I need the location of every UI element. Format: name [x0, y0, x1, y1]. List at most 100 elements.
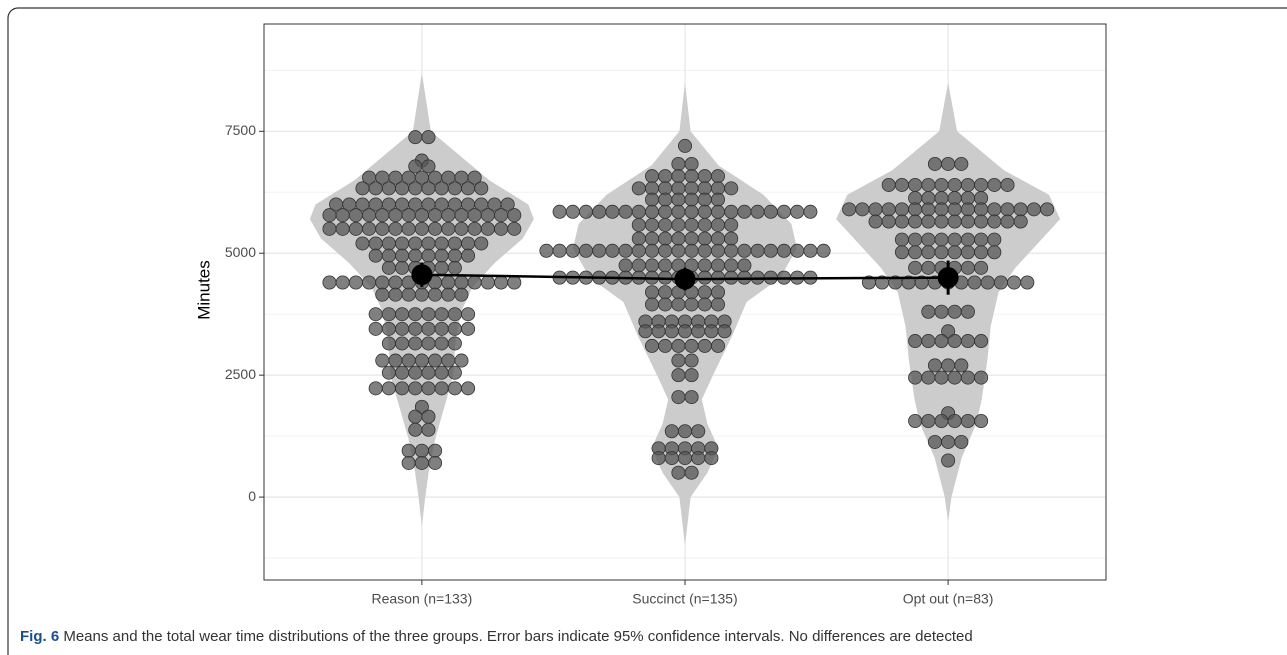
dot	[494, 275, 509, 290]
dot	[651, 451, 666, 466]
dot	[322, 208, 337, 223]
dot	[645, 217, 660, 232]
dot	[777, 204, 792, 219]
mean-point	[937, 267, 959, 289]
dot	[362, 208, 377, 223]
dot	[1000, 177, 1015, 192]
dot	[921, 202, 936, 217]
dot	[894, 232, 909, 247]
dot	[421, 336, 436, 351]
dot	[447, 336, 462, 351]
dot	[605, 243, 620, 258]
dot	[454, 287, 469, 302]
dot	[592, 204, 607, 219]
dot	[974, 202, 989, 217]
dot	[908, 177, 923, 192]
dot	[618, 204, 633, 219]
dot	[631, 181, 646, 196]
dot	[631, 243, 646, 258]
dot	[388, 275, 403, 290]
dot	[395, 260, 410, 275]
dot	[401, 287, 416, 302]
dot	[348, 208, 363, 223]
dot	[697, 243, 712, 258]
dot	[461, 248, 476, 263]
dot	[579, 204, 594, 219]
x-tick-label: Reason (n=133)	[371, 591, 472, 607]
dot	[408, 181, 423, 196]
dot	[987, 214, 1002, 229]
dot	[684, 156, 699, 171]
dot	[441, 353, 456, 368]
dot	[954, 156, 969, 171]
dot	[671, 353, 686, 368]
dot	[947, 245, 962, 260]
dot	[934, 177, 949, 192]
dot	[401, 208, 416, 223]
dot	[947, 414, 962, 429]
dot	[421, 159, 436, 174]
dot	[638, 324, 653, 339]
dot	[763, 204, 778, 219]
dot	[704, 324, 719, 339]
dot	[941, 434, 956, 449]
dot	[388, 353, 403, 368]
dot	[421, 422, 436, 437]
dot	[631, 258, 646, 273]
dot	[947, 177, 962, 192]
dot	[454, 208, 469, 223]
dot	[645, 204, 660, 219]
dot	[461, 181, 476, 196]
dot	[434, 365, 449, 380]
dot	[717, 324, 732, 339]
dot	[993, 275, 1008, 290]
dot	[645, 285, 660, 300]
dot	[421, 236, 436, 251]
dot	[348, 275, 363, 290]
dot	[461, 381, 476, 396]
dot	[697, 231, 712, 246]
dot	[974, 177, 989, 192]
dot	[381, 248, 396, 263]
dot	[658, 231, 673, 246]
dot	[428, 208, 443, 223]
dot	[697, 258, 712, 273]
dot	[441, 275, 456, 290]
dot	[539, 243, 554, 258]
dot	[987, 232, 1002, 247]
dot	[395, 336, 410, 351]
dot	[467, 221, 482, 236]
dot	[671, 297, 686, 312]
dot	[368, 181, 383, 196]
dot	[664, 451, 679, 466]
dot	[421, 365, 436, 380]
dot	[987, 245, 1002, 260]
dot	[447, 381, 462, 396]
dot	[658, 297, 673, 312]
dot	[631, 217, 646, 232]
dot	[401, 455, 416, 470]
dot	[375, 287, 390, 302]
dot	[894, 214, 909, 229]
dot	[375, 275, 390, 290]
dot	[414, 455, 429, 470]
dot	[381, 365, 396, 380]
dot	[934, 370, 949, 385]
dot	[645, 297, 660, 312]
dot	[678, 451, 693, 466]
dot	[447, 321, 462, 336]
dot	[684, 204, 699, 219]
dot	[678, 138, 693, 153]
dot	[941, 156, 956, 171]
dot	[1000, 202, 1015, 217]
dot	[697, 204, 712, 219]
dot	[684, 390, 699, 405]
plot: 0 2500 5000 7500 Reason (n=133) Succinct (n=1…	[225, 23, 1107, 607]
dot	[934, 202, 949, 217]
dot	[408, 248, 423, 263]
dot	[724, 231, 739, 246]
dot	[1026, 202, 1041, 217]
panel-border	[263, 23, 1107, 581]
dot	[461, 321, 476, 336]
dot	[941, 358, 956, 373]
